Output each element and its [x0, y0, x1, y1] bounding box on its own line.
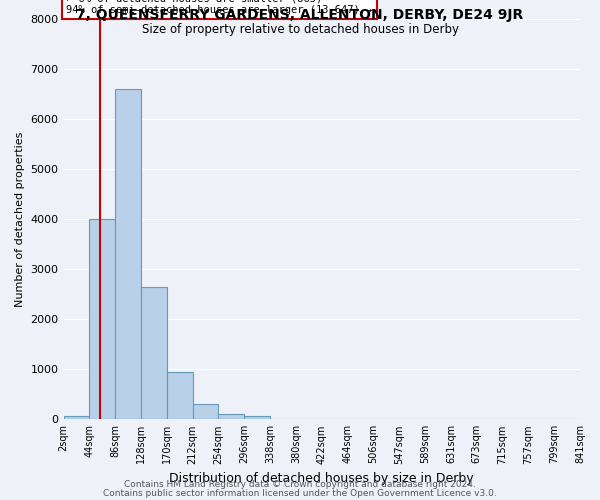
Bar: [167, 372, 193, 420]
Bar: [64, 416, 89, 420]
X-axis label: Distribution of detached houses by size in Derby: Distribution of detached houses by size …: [169, 472, 474, 485]
Bar: [141, 286, 167, 420]
Bar: [218, 414, 244, 420]
Y-axis label: Number of detached properties: Number of detached properties: [15, 132, 25, 307]
Text: Contains HM Land Registry data © Crown copyright and database right 2024.: Contains HM Land Registry data © Crown c…: [124, 480, 476, 489]
Bar: [193, 404, 218, 419]
Bar: [89, 219, 115, 420]
Text: Contains public sector information licensed under the Open Government Licence v3: Contains public sector information licen…: [103, 488, 497, 498]
Text: 7 QUEENSFERRY GARDENS: 62sqm
← 6% of detached houses are smaller (865)
94% of se: 7 QUEENSFERRY GARDENS: 62sqm ← 6% of det…: [66, 0, 373, 15]
Text: Size of property relative to detached houses in Derby: Size of property relative to detached ho…: [142, 22, 458, 36]
Bar: [115, 89, 141, 420]
Text: 7, QUEENSFERRY GARDENS, ALLENTON, DERBY, DE24 9JR: 7, QUEENSFERRY GARDENS, ALLENTON, DERBY,…: [76, 8, 524, 22]
Bar: [244, 416, 270, 420]
